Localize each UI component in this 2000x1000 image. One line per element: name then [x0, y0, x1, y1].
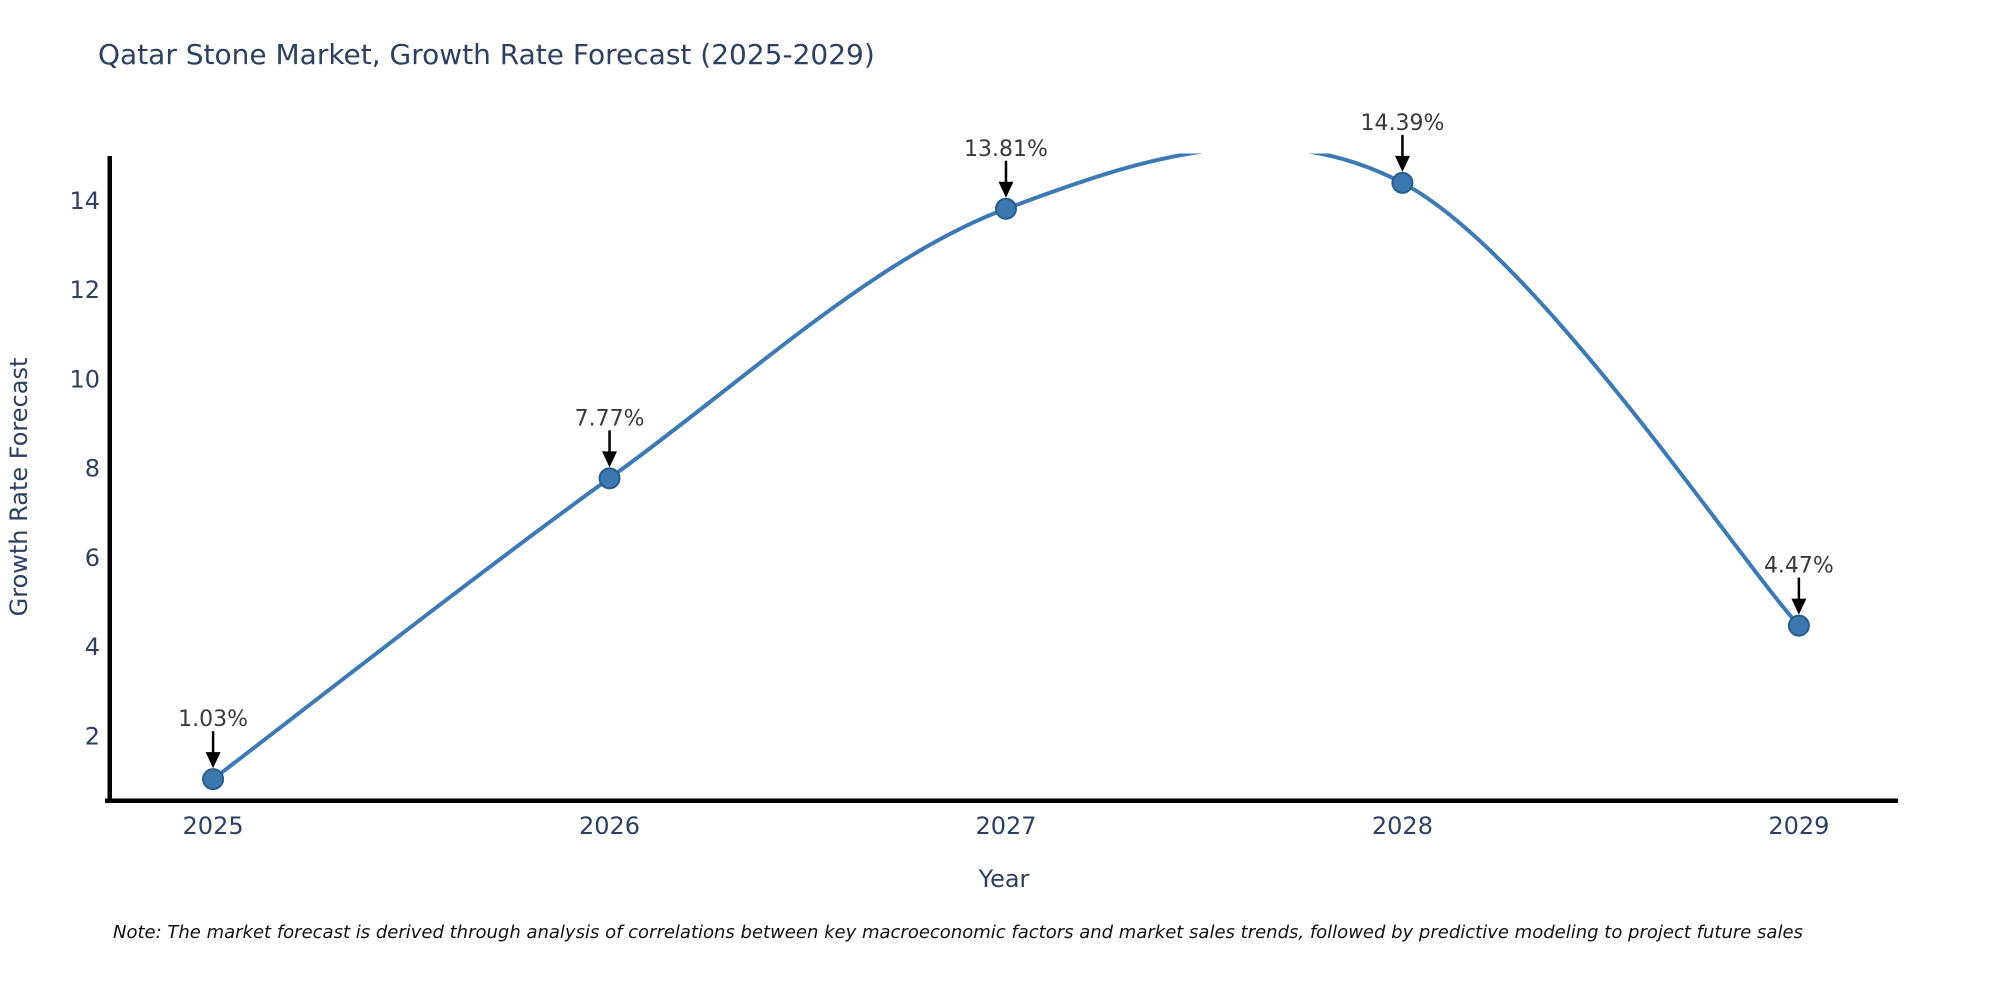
annotation-arrow-head — [602, 451, 618, 468]
data-point-marker — [598, 467, 621, 490]
data-point-marker — [1391, 171, 1414, 194]
x-tick-label: 2027 — [975, 812, 1036, 840]
data-point-label: 14.39% — [1360, 111, 1444, 136]
annotation-arrow-head — [1394, 155, 1410, 172]
annotation-arrow-layer — [205, 134, 1807, 769]
y-tick-label: 12 — [69, 276, 100, 304]
data-point-marker — [994, 197, 1017, 220]
data-point-label: 4.47% — [1764, 554, 1834, 579]
x-axis-line — [105, 798, 1898, 803]
data-point-label: 13.81% — [964, 137, 1048, 162]
x-tick-label: 2029 — [1768, 812, 1829, 840]
x-tick-layer: 2025 2026 2027 2028 2029 — [183, 812, 1830, 840]
data-point-marker — [202, 768, 225, 791]
y-tick-label: 14 — [69, 187, 100, 215]
x-tick-label: 2028 — [1372, 812, 1433, 840]
y-tick-label: 8 — [85, 455, 100, 483]
chart-title: Qatar Stone Market, Growth Rate Forecast… — [98, 38, 875, 71]
data-point-label: 7.77% — [575, 406, 645, 431]
annotation-arrow-head — [1791, 598, 1807, 615]
data-point-marker — [1787, 614, 1810, 637]
x-tick-label: 2026 — [579, 812, 640, 840]
y-tick-label: 2 — [85, 722, 100, 750]
data-point-label: 1.03% — [178, 707, 248, 732]
x-tick-label: 2025 — [183, 812, 244, 840]
y-tick-label: 4 — [85, 633, 100, 661]
forecast-line-layer — [211, 153, 1801, 781]
forecast-line — [211, 153, 1801, 781]
y-tick-label: 10 — [69, 365, 100, 393]
y-axis-title: Growth Rate Forecast — [5, 358, 33, 617]
y-tick-label: 6 — [85, 544, 100, 572]
y-axis-line — [107, 156, 112, 803]
data-point-layer — [202, 171, 1810, 791]
annotation-arrow-head — [998, 181, 1014, 198]
x-axis-title: Year — [978, 865, 1030, 893]
footnote: Note: The market forecast is derived thr… — [113, 922, 1803, 943]
annotation-text-layer: 1.03% 7.77% 13.81% 14.39% 4.47% — [178, 111, 1834, 732]
y-tick-layer: 2 4 6 8 10 12 14 — [69, 187, 100, 751]
annotation-arrow-head — [205, 752, 221, 769]
